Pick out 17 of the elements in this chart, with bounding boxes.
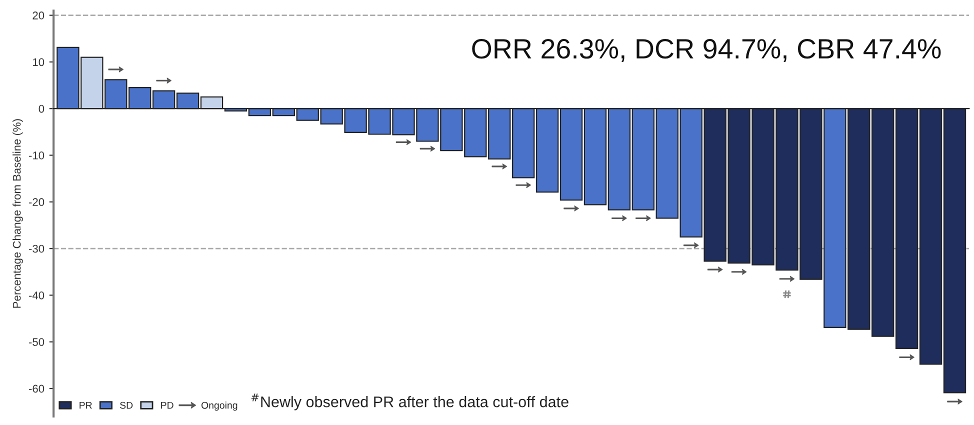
y-tick-label: -10: [28, 152, 44, 160]
y-tick-label: -30: [28, 244, 44, 253]
legend-label: Ongoing: [201, 402, 238, 411]
y-tick-label: 20: [32, 12, 44, 20]
annotation: $^{#}$Newly observed PR after the data cut-off date: [251, 394, 568, 410]
legend-label: PR: [80, 402, 92, 409]
y-axis-title: Percentage Change from Baseline (%): [12, 119, 23, 308]
legend-label: SD: [120, 402, 133, 409]
y-tick-label: 10: [33, 58, 44, 66]
y-tick-label: -20: [28, 198, 44, 206]
legend-label: PD: [161, 402, 174, 409]
y-tick-label: -40: [28, 291, 44, 300]
annotation: ORR 26.3%, DCR 94.7%, CBR 47.4%: [472, 39, 941, 62]
y-tick-label: 0: [38, 104, 44, 113]
y-tick-label: -50: [28, 338, 44, 346]
y-tick-label: -60: [28, 384, 44, 393]
point: [782, 290, 792, 299]
